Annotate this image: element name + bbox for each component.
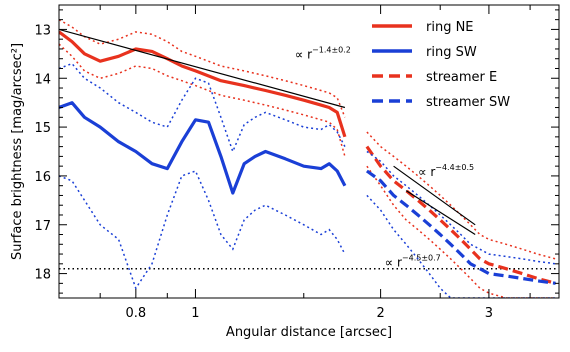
power-law-fit-line-3 xyxy=(405,190,476,236)
y-tick-label: 14 xyxy=(34,72,51,87)
y-tick-label: 18 xyxy=(34,268,51,283)
chart-legend: ring NE ring SW streamer E streamer SW xyxy=(372,20,510,110)
legend-label-streamer-sw: streamer SW xyxy=(426,95,510,110)
plot-frame xyxy=(58,4,560,299)
y-tick-label: 17 xyxy=(34,219,51,234)
power-law-annotation-1: ∝ r−1.4±0.2 xyxy=(295,46,351,62)
x-tick-label: 0.8 xyxy=(126,306,147,321)
legend-label-ring-ne: ring NE xyxy=(426,20,474,35)
y-tick-label: 13 xyxy=(34,23,51,38)
power-law-fit-line-2 xyxy=(393,165,476,226)
ring-ne-lower-error-line xyxy=(59,43,346,157)
streamer-sw-series-line xyxy=(365,169,556,285)
y-tick-label: 16 xyxy=(34,170,51,185)
power-law-fit-line-1 xyxy=(59,28,346,109)
x-tick-label: 3 xyxy=(485,306,493,321)
y-axis-title: Surface brightness [mag/arcsec²] xyxy=(10,43,25,260)
legend-label-streamer-e: streamer E xyxy=(426,70,497,85)
x-tick-label: 1 xyxy=(191,306,199,321)
ring-sw-series-line xyxy=(59,101,347,195)
ring-ne-series-line xyxy=(59,30,347,138)
legend-label-ring-sw: ring SW xyxy=(426,45,477,60)
power-law-annotation-2: ∝ r−4.4±0.5 xyxy=(418,163,474,179)
streamer-sw-upper-error-line xyxy=(366,150,556,265)
power-law-annotation-3: ∝ r−4.5±0.7 xyxy=(385,253,441,269)
ring-sw-upper-error-line xyxy=(59,62,346,154)
streamer-sw-lower-error-line xyxy=(366,194,556,298)
streamer-e-lower-error-line xyxy=(366,165,556,298)
streamer-e-series-line xyxy=(365,145,557,285)
ring-ne-upper-error-line xyxy=(59,19,346,118)
x-axis-title: Angular distance [arcsec] xyxy=(226,325,392,340)
x-tick-label: 2 xyxy=(376,306,384,321)
ring-sw-lower-error-line xyxy=(59,170,346,290)
y-tick-label: 15 xyxy=(34,121,51,136)
